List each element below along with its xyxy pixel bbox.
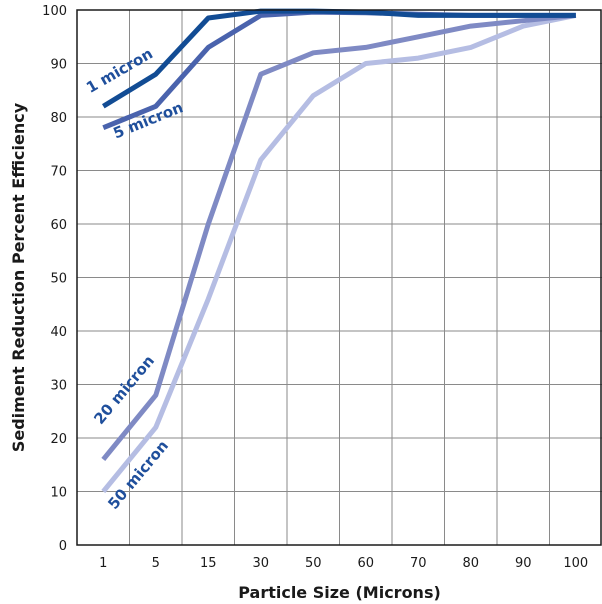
grid bbox=[77, 10, 602, 545]
y-tick-label: 20 bbox=[50, 432, 67, 447]
y-tick-label: 30 bbox=[50, 379, 67, 394]
series-lines bbox=[101, 8, 577, 494]
x-tick-label: 30 bbox=[252, 556, 269, 571]
y-axis-label: Sediment Reduction Percent Efficiency bbox=[9, 102, 28, 452]
x-tick-label: 60 bbox=[357, 556, 374, 571]
x-tick-label: 15 bbox=[200, 556, 217, 571]
series-line bbox=[101, 12, 577, 494]
y-tick-label: 80 bbox=[50, 111, 67, 126]
x-tick-label: 5 bbox=[152, 556, 160, 571]
y-tick-label: 0 bbox=[59, 539, 67, 554]
x-tick-label: 50 bbox=[305, 556, 322, 571]
y-tick-labels: 0 10 20 30 40 50 60 70 80 90 100 bbox=[42, 4, 67, 554]
series-line bbox=[101, 12, 577, 461]
x-tick-label: 80 bbox=[462, 556, 479, 571]
y-tick-label: 100 bbox=[42, 4, 67, 19]
series-label: 20 micron bbox=[90, 352, 158, 428]
series-label: 5 micron bbox=[111, 98, 186, 142]
x-tick-label: 90 bbox=[515, 556, 532, 571]
y-tick-label: 10 bbox=[50, 486, 67, 501]
plot-frame bbox=[76, 9, 602, 546]
y-tick-label: 60 bbox=[50, 218, 67, 233]
y-tick-label: 70 bbox=[50, 165, 67, 180]
x-tick-label: 100 bbox=[563, 556, 588, 571]
x-tick-label: 1 bbox=[99, 556, 107, 571]
series-label: 1 micron bbox=[83, 44, 156, 96]
series-line bbox=[101, 8, 576, 109]
y-tick-label: 90 bbox=[50, 58, 67, 73]
x-axis-label: Particle Size (Microns) bbox=[238, 583, 441, 602]
y-tick-label: 50 bbox=[50, 272, 67, 287]
x-tick-label: 70 bbox=[410, 556, 427, 571]
x-tick-labels: 1 5 15 30 50 60 70 80 90 100 bbox=[99, 556, 588, 571]
y-tick-label: 40 bbox=[50, 325, 67, 340]
